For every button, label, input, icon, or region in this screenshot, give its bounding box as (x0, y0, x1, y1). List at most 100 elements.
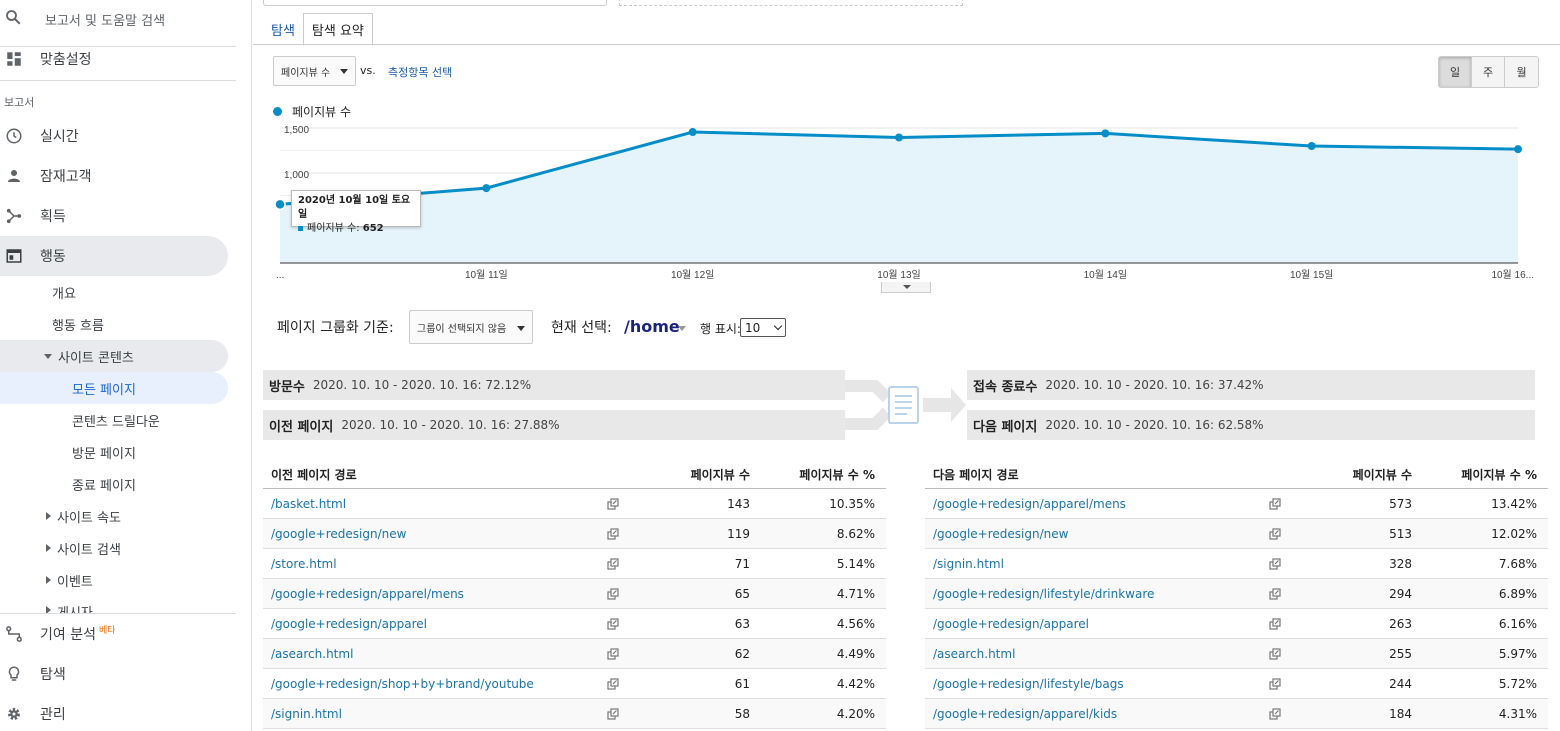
open-page-icon[interactable] (593, 587, 633, 600)
sidebar-sub-flow[interactable]: 행동 흐름 (0, 308, 228, 340)
dropdown-arrow-icon (340, 69, 348, 74)
sidebar-sub-exit[interactable]: 종료 페이지 (0, 468, 228, 500)
page-path-link[interactable]: /google+redesign/new (271, 526, 407, 541)
open-page-icon[interactable] (593, 677, 633, 690)
sidebar-sub-drilldown[interactable]: 콘텐츠 드릴다운 (0, 404, 228, 436)
period-day-button[interactable]: 일 (1439, 57, 1472, 87)
rows-select[interactable]: 10 (740, 318, 786, 337)
open-page-icon[interactable] (593, 617, 633, 630)
next-text: 2020. 10. 10 - 2020. 10. 16: 62.58% (1045, 418, 1264, 432)
pageviews-pct-cell: 8.62% (836, 526, 875, 541)
open-page-icon[interactable] (1255, 707, 1295, 720)
open-page-icon[interactable] (1255, 647, 1295, 660)
page-path-link[interactable]: /google+redesign/apparel (271, 616, 427, 631)
open-page-icon[interactable] (1255, 617, 1295, 630)
page-path-link[interactable]: /google+redesign/apparel/mens (933, 496, 1126, 511)
sidebar-item-audience[interactable]: 잠재고객 (0, 156, 228, 196)
open-page-icon[interactable] (1255, 557, 1295, 570)
page-path-link[interactable]: /google+redesign/apparel/mens (271, 586, 464, 601)
page-path-link[interactable]: /basket.html (271, 496, 347, 511)
add-segment-box[interactable] (619, 0, 963, 6)
page-grouping-select[interactable]: 그룹이 선택되지 않음 (409, 310, 533, 344)
open-page-icon[interactable] (593, 497, 633, 510)
data-point[interactable] (1101, 129, 1110, 138)
sidebar-item-customization[interactable]: 맞춤설정 (0, 39, 228, 79)
segment-box[interactable] (263, 0, 607, 6)
page-path-link[interactable]: /google+redesign/new (933, 526, 1069, 541)
sidebar-sub-site-speed[interactable]: 사이트 속도 (0, 500, 228, 532)
x-tick-label: 10월 16... (1491, 269, 1534, 281)
open-page-icon[interactable] (593, 527, 633, 540)
page-path-link[interactable]: /asearch.html (933, 646, 1016, 661)
page-path-link[interactable]: /signin.html (933, 556, 1004, 571)
page-path-link[interactable]: /google+redesign/apparel/kids (933, 706, 1118, 721)
sidebar-search[interactable]: 보고서 및 도움말 검색 (0, 0, 251, 38)
sidebar-sub-publisher[interactable]: 게시자 (0, 596, 228, 614)
table-row: /google+redesign/new 119 8.62% (263, 519, 886, 549)
chart-collapse-toggle[interactable] (881, 282, 931, 293)
page-path-link[interactable]: /google+redesign/lifestyle/bags (933, 676, 1124, 691)
page-path-link[interactable]: /signin.html (271, 706, 342, 721)
sidebar-item-attribution[interactable]: 기여 분석 베타 (0, 614, 228, 654)
current-page-selector[interactable]: /home (624, 317, 680, 336)
open-page-icon[interactable] (1255, 497, 1295, 510)
main-content: 탐색 탐색 요약 페이지뷰 수 vs. 측정항목 선택 일 주 월 페이지뷰 수… (253, 0, 1560, 731)
sidebar-sub-landing[interactable]: 방문 페이지 (0, 436, 228, 468)
sidebar-sub-site-search[interactable]: 사이트 검색 (0, 532, 228, 564)
exits-text: 2020. 10. 10 - 2020. 10. 16: 37.42% (1045, 378, 1264, 392)
data-point[interactable] (482, 184, 491, 193)
page-path-link[interactable]: /store.html (271, 556, 337, 571)
page-path-link[interactable]: /asearch.html (271, 646, 354, 661)
caret-right-icon (46, 606, 51, 614)
column-header[interactable]: 페이지뷰 수 % (1461, 468, 1537, 482)
sidebar-item-acquisition[interactable]: 획득 (0, 196, 228, 236)
sidebar-sub-overview[interactable]: 개요 (0, 276, 228, 308)
dropdown-arrow-icon (517, 326, 525, 331)
y-tick-label: 1,000 (284, 170, 309, 181)
select-metric-link[interactable]: 측정항목 선택 (388, 66, 453, 79)
caret-right-icon (46, 512, 51, 520)
page-path-link[interactable]: /google+redesign/shop+by+brand/youtube (271, 676, 534, 691)
sidebar-sub-label: 사이트 검색 (57, 542, 121, 558)
open-page-icon[interactable] (1255, 527, 1295, 540)
pageviews-cell: 61 (734, 676, 750, 691)
period-month-button[interactable]: 월 (1505, 57, 1538, 87)
sidebar-sub-events[interactable]: 이벤트 (0, 564, 228, 596)
column-header[interactable]: 다음 페이지 경로 (933, 468, 1019, 482)
open-page-icon[interactable] (593, 647, 633, 660)
column-header[interactable]: 페이지뷰 수 (690, 468, 750, 482)
page-path-link[interactable]: /google+redesign/lifestyle/drinkware (933, 586, 1155, 601)
metric-select[interactable]: 페이지뷰 수 (273, 56, 356, 86)
chevron-down-icon (773, 321, 783, 331)
data-point[interactable] (1307, 142, 1316, 150)
open-page-icon[interactable] (1255, 677, 1295, 690)
external-link-icon (607, 557, 619, 570)
sidebar-sub-all-pages[interactable]: 모든 페이지 (0, 372, 228, 404)
table-row: /asearch.html 62 4.49% (263, 639, 886, 669)
page-path-link[interactable]: /google+redesign/apparel (933, 616, 1089, 631)
data-point[interactable] (688, 128, 697, 137)
data-point[interactable] (895, 133, 903, 142)
browser-icon (6, 249, 22, 263)
sidebar-sub-site-content[interactable]: 사이트 콘텐츠 (0, 340, 228, 372)
column-header[interactable]: 페이지뷰 수 % (799, 468, 875, 482)
tab-explorer[interactable]: 탐색 (271, 24, 295, 39)
column-header[interactable]: 페이지뷰 수 (1352, 468, 1412, 482)
vs-label: vs. (360, 64, 376, 77)
period-week-button[interactable]: 주 (1472, 57, 1505, 87)
external-link-icon (607, 677, 619, 690)
sidebar-item-realtime[interactable]: 실시간 (0, 116, 228, 156)
data-point[interactable] (274, 198, 286, 211)
open-page-icon[interactable] (593, 707, 633, 720)
sidebar-item-behavior[interactable]: 행동 (0, 236, 228, 276)
tab-navigation-summary[interactable]: 탐색 요약 (302, 13, 373, 46)
sidebar-item-discover[interactable]: 탐색 (0, 654, 228, 694)
open-page-icon[interactable] (593, 557, 633, 570)
pageviews-cell: 573 (1389, 496, 1412, 511)
column-header[interactable]: 이전 페이지 경로 (271, 468, 357, 482)
data-point[interactable] (1514, 145, 1522, 154)
sidebar-item-admin[interactable]: 관리 (0, 694, 228, 731)
open-page-icon[interactable] (1255, 587, 1295, 600)
current-page-caret-icon[interactable] (678, 326, 686, 331)
